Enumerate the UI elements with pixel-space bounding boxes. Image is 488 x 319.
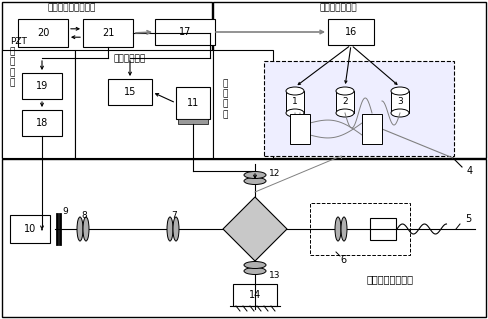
Ellipse shape: [77, 217, 83, 241]
Ellipse shape: [391, 87, 409, 95]
Polygon shape: [223, 197, 287, 261]
Text: 15: 15: [124, 87, 136, 97]
Bar: [22, 110, 62, 136]
Bar: [83, 19, 133, 47]
Ellipse shape: [244, 268, 266, 275]
Bar: [362, 114, 382, 144]
Bar: [370, 218, 396, 240]
Text: 10: 10: [24, 224, 36, 234]
Text: 图像采集单元: 图像采集单元: [114, 55, 146, 63]
Bar: [310, 203, 410, 255]
Bar: [176, 87, 210, 119]
Text: 4: 4: [467, 166, 473, 176]
Bar: [213, 2, 486, 158]
Bar: [2, 159, 486, 317]
Bar: [108, 79, 152, 105]
Ellipse shape: [335, 217, 341, 241]
Bar: [336, 91, 354, 113]
Text: 14: 14: [249, 290, 261, 300]
Bar: [2, 50, 75, 158]
Bar: [233, 284, 277, 306]
Text: 13: 13: [269, 271, 281, 280]
Text: 11: 11: [187, 98, 199, 108]
Text: 5: 5: [465, 214, 471, 224]
Text: 12: 12: [269, 169, 281, 179]
Text: 21: 21: [102, 28, 114, 38]
Text: 光
源
单
元: 光 源 单 元: [223, 79, 228, 119]
Text: 19: 19: [36, 81, 48, 91]
Text: 18: 18: [36, 118, 48, 128]
Text: 6: 6: [340, 255, 346, 265]
Bar: [155, 19, 215, 45]
Bar: [22, 73, 62, 99]
Ellipse shape: [167, 217, 173, 241]
Text: 多波长切换单元: 多波长切换单元: [319, 4, 357, 12]
Bar: [264, 61, 454, 156]
Bar: [286, 91, 304, 113]
Ellipse shape: [173, 217, 179, 241]
Text: 8: 8: [81, 211, 87, 219]
Ellipse shape: [286, 109, 304, 117]
Text: 16: 16: [345, 27, 357, 37]
Ellipse shape: [336, 87, 354, 95]
Text: 20: 20: [37, 28, 49, 38]
Text: 1: 1: [292, 98, 298, 107]
Ellipse shape: [391, 109, 409, 117]
Ellipse shape: [286, 87, 304, 95]
Bar: [178, 119, 208, 124]
Ellipse shape: [83, 217, 89, 241]
Ellipse shape: [244, 177, 266, 184]
Bar: [2, 2, 212, 158]
Text: 9: 9: [62, 206, 68, 216]
Ellipse shape: [341, 217, 347, 241]
Ellipse shape: [244, 172, 266, 179]
Bar: [10, 215, 50, 243]
Bar: [328, 19, 374, 45]
Bar: [18, 19, 68, 47]
Text: 干涉显微测量单元: 干涉显微测量单元: [366, 274, 413, 284]
Text: PZT
驱
动
单
元: PZT 驱 动 单 元: [10, 37, 27, 87]
Text: 2: 2: [342, 98, 348, 107]
Text: 图像处理与控制单元: 图像处理与控制单元: [48, 4, 96, 12]
Text: 7: 7: [171, 211, 177, 219]
Bar: [391, 91, 409, 113]
Ellipse shape: [336, 109, 354, 117]
Bar: [75, 50, 213, 158]
Text: 3: 3: [397, 98, 403, 107]
Text: 17: 17: [179, 27, 191, 37]
Ellipse shape: [244, 262, 266, 269]
Bar: [290, 114, 310, 144]
Bar: [213, 50, 273, 158]
